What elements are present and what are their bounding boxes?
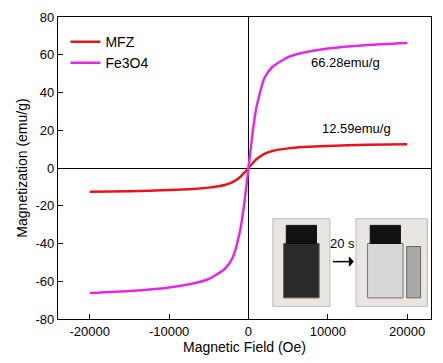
svg-text:-20: -20 <box>36 198 55 213</box>
svg-text:Magnetization (emu/g): Magnetization (emu/g) <box>14 98 30 237</box>
svg-text:-40: -40 <box>36 236 55 251</box>
svg-text:Fe3O4: Fe3O4 <box>105 55 148 71</box>
svg-text:80: 80 <box>40 10 54 25</box>
svg-text:0: 0 <box>245 324 252 339</box>
svg-text:10000: 10000 <box>310 324 346 339</box>
svg-text:-20000: -20000 <box>69 324 109 339</box>
svg-text:20: 20 <box>40 123 54 138</box>
svg-text:20 s: 20 s <box>330 236 355 251</box>
svg-text:60: 60 <box>40 47 54 62</box>
svg-text:20000: 20000 <box>389 324 425 339</box>
svg-text:12.59emu/g: 12.59emu/g <box>322 121 391 136</box>
svg-text:0: 0 <box>47 161 54 176</box>
svg-text:-10000: -10000 <box>149 324 189 339</box>
svg-text:-60: -60 <box>36 274 55 289</box>
svg-text:Magnetic Field (Oe): Magnetic Field (Oe) <box>183 339 306 355</box>
svg-text:-80: -80 <box>36 312 55 327</box>
svg-text:40: 40 <box>40 85 54 100</box>
svg-text:66.28emu/g: 66.28emu/g <box>311 55 380 70</box>
svg-text:MFZ: MFZ <box>105 34 134 50</box>
